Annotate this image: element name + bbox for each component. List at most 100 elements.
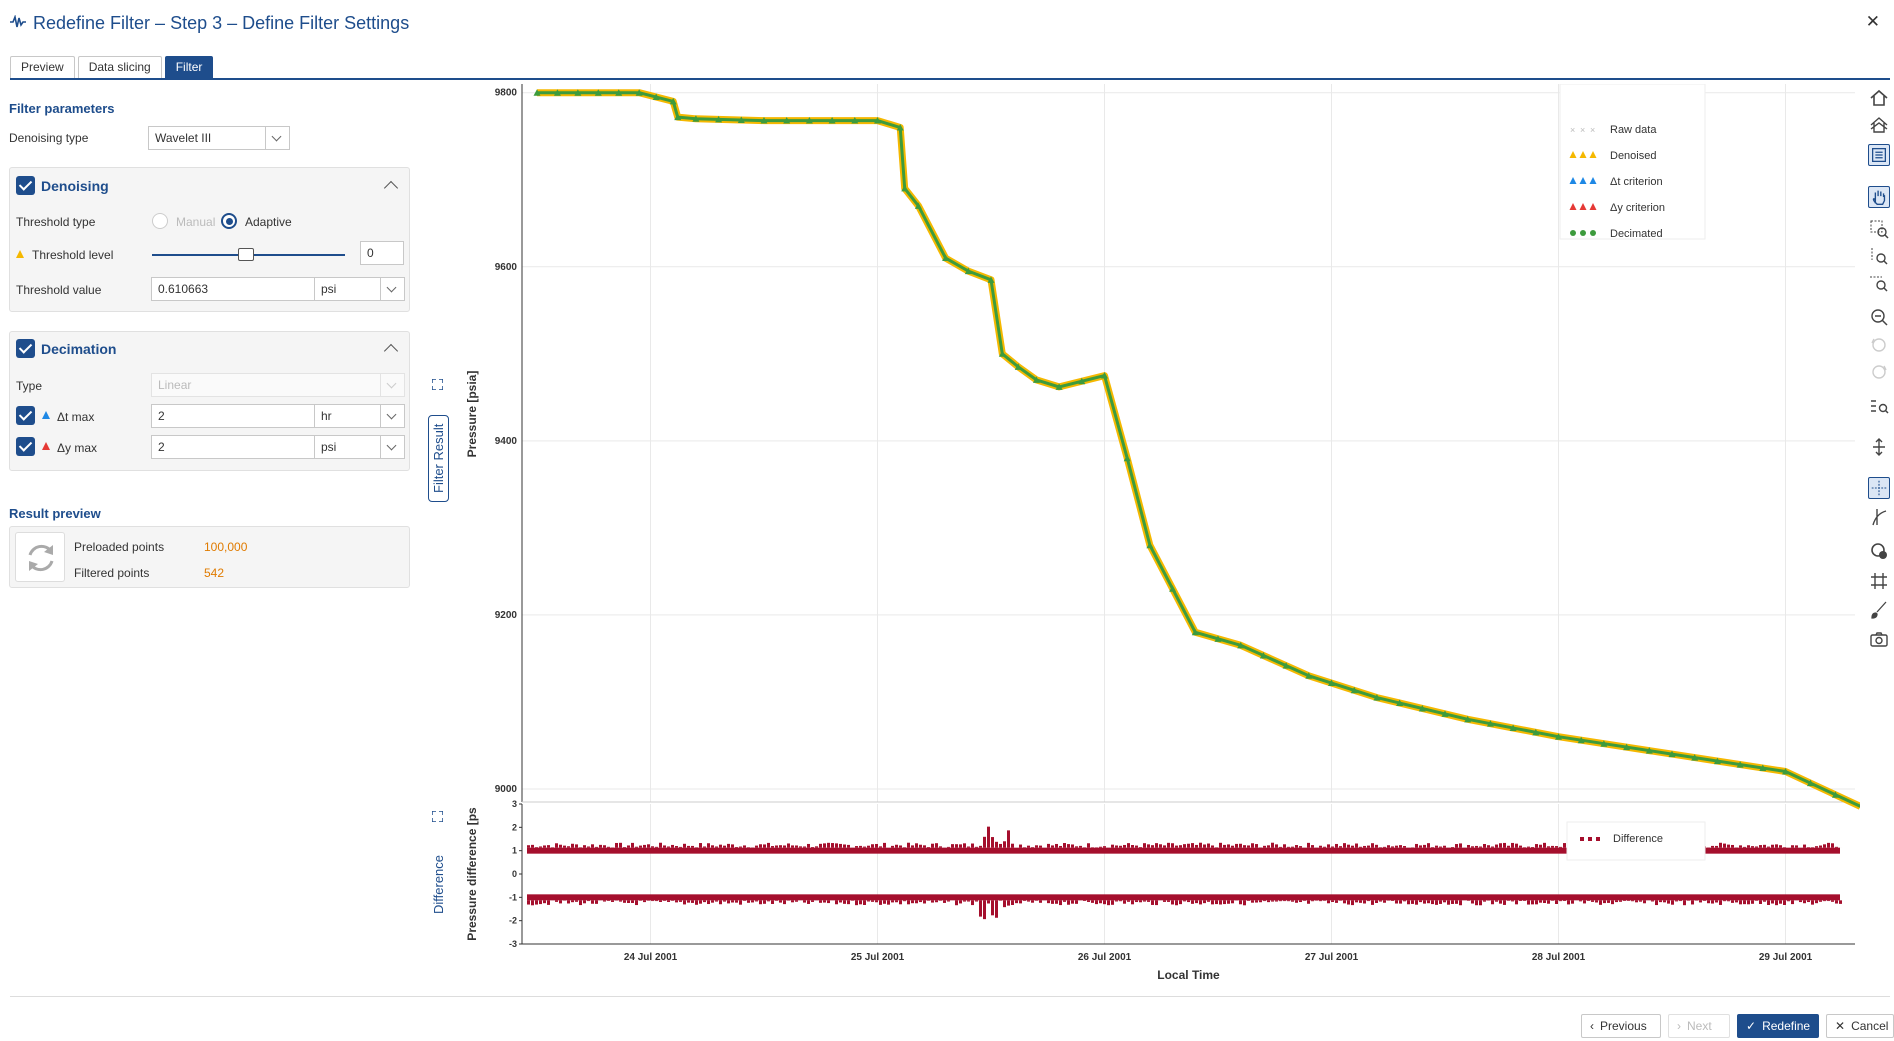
decimated-marker	[1305, 672, 1313, 679]
decimation-type-select[interactable]: Linear	[151, 373, 405, 397]
decimated-marker	[1418, 704, 1426, 712]
denoising-checkbox[interactable]	[16, 176, 35, 195]
redo-zoom-icon[interactable]	[1868, 361, 1890, 383]
close-icon[interactable]: ✕	[1865, 12, 1880, 31]
home-all-icon[interactable]	[1868, 114, 1890, 136]
next-button[interactable]: › Next	[1668, 1014, 1730, 1038]
difference-marker	[615, 842, 618, 848]
difference-marker	[1207, 900, 1210, 902]
difference-marker	[1447, 900, 1450, 905]
manual-radio[interactable]	[152, 213, 168, 229]
tangent-icon[interactable]	[1868, 506, 1890, 528]
difference-marker	[1419, 845, 1422, 848]
difference-marker	[891, 845, 894, 848]
legend-symbol	[1569, 177, 1577, 184]
difference-marker	[1279, 900, 1282, 902]
cancel-button[interactable]: ✕ Cancel	[1826, 1014, 1894, 1038]
y-tick-label: -1	[509, 892, 517, 902]
difference-marker	[1195, 900, 1198, 904]
difference-marker	[675, 846, 678, 848]
adaptive-radio[interactable]	[221, 213, 237, 229]
difference-marker	[1635, 900, 1638, 903]
difference-marker	[819, 900, 822, 903]
difference-marker	[807, 843, 810, 848]
zoom-box-icon[interactable]	[1868, 218, 1890, 240]
tab-difference[interactable]: Difference	[431, 854, 446, 914]
zoom-list-icon[interactable]	[1868, 396, 1890, 418]
difference-marker	[1411, 900, 1414, 904]
legend-symbol	[1569, 203, 1577, 210]
difference-marker	[1027, 900, 1030, 902]
threshold-unit-select[interactable]: psi	[314, 278, 405, 300]
difference-marker	[1455, 844, 1458, 848]
previous-button[interactable]: ‹ Previous	[1581, 1014, 1661, 1038]
difference-marker	[1143, 900, 1146, 902]
decimated-marker	[1509, 724, 1517, 732]
difference-marker	[1099, 846, 1102, 848]
refresh-icon	[28, 544, 54, 572]
dt-max-checkbox[interactable]	[16, 406, 35, 425]
difference-marker	[1243, 900, 1246, 906]
difference-marker	[823, 900, 826, 903]
difference-marker	[1599, 900, 1602, 905]
marker-settings-icon[interactable]	[1868, 540, 1890, 562]
expand-icon[interactable]	[432, 811, 443, 822]
tab-filter-result[interactable]: Filter Result	[428, 414, 449, 502]
denoising-type-select[interactable]: Wavelet III	[148, 126, 290, 150]
expand-icon[interactable]	[432, 379, 443, 390]
home-icon[interactable]	[1868, 87, 1890, 109]
refresh-button[interactable]	[15, 532, 65, 582]
crosshair-icon[interactable]	[1868, 477, 1890, 499]
zoom-x-icon[interactable]	[1868, 245, 1890, 267]
legend-toggle-icon[interactable]	[1868, 144, 1890, 166]
threshold-level-input[interactable]: 0	[360, 241, 404, 265]
difference-marker	[1219, 900, 1222, 905]
difference-marker	[1799, 900, 1802, 903]
difference-marker	[883, 900, 886, 904]
difference-marker	[547, 845, 550, 848]
difference-marker	[1375, 900, 1378, 903]
difference-marker	[1003, 841, 1006, 848]
decimated-marker	[1736, 761, 1744, 768]
difference-marker	[687, 845, 690, 848]
vertical-resize-icon[interactable]	[1868, 436, 1890, 458]
difference-marker	[555, 843, 558, 848]
difference-marker	[1167, 900, 1170, 902]
grid-icon[interactable]	[1868, 570, 1890, 592]
tab-preview[interactable]: Preview	[10, 56, 75, 78]
difference-marker	[1627, 900, 1630, 901]
tab-filter[interactable]: Filter	[164, 56, 214, 78]
undo-zoom-icon[interactable]	[1868, 334, 1890, 356]
difference-marker	[811, 900, 814, 902]
decimation-checkbox[interactable]	[16, 339, 35, 358]
dy-max-checkbox[interactable]	[16, 437, 35, 456]
difference-marker	[959, 844, 962, 848]
denoised-marker-icon	[16, 250, 24, 258]
difference-marker	[1243, 845, 1246, 848]
dt-unit-select[interactable]: hr	[314, 405, 405, 427]
dt-max-field[interactable]: 2 hr	[151, 404, 405, 428]
dy-max-field[interactable]: 2 psi	[151, 435, 405, 459]
difference-marker	[1731, 844, 1734, 848]
brush-icon[interactable]	[1868, 599, 1890, 621]
threshold-value-field[interactable]: 0.610663 psi	[151, 277, 405, 301]
difference-marker	[935, 900, 938, 903]
decimated-marker	[998, 350, 1006, 357]
dy-unit-select[interactable]: psi	[314, 436, 405, 458]
difference-marker	[1103, 900, 1106, 905]
difference-marker	[1247, 845, 1250, 848]
chart-area[interactable]: 9000 9200 9400 9600 9800 24 Jul 2001 25 Jul 20…	[455, 84, 1860, 984]
zoom-out-icon[interactable]	[1868, 306, 1890, 328]
slider-thumb[interactable]	[238, 248, 254, 261]
difference-marker	[1355, 843, 1358, 848]
difference-marker	[1155, 843, 1158, 848]
zoom-y-icon[interactable]	[1868, 272, 1890, 294]
difference-marker	[1391, 900, 1394, 901]
difference-marker	[1111, 844, 1114, 848]
redefine-button[interactable]: ✓ Redefine	[1737, 1014, 1819, 1038]
difference-marker	[631, 900, 634, 903]
camera-icon[interactable]	[1868, 628, 1890, 650]
tab-data-slicing[interactable]: Data slicing	[77, 56, 162, 78]
pan-hand-icon[interactable]	[1868, 186, 1890, 208]
difference-marker	[715, 846, 718, 848]
